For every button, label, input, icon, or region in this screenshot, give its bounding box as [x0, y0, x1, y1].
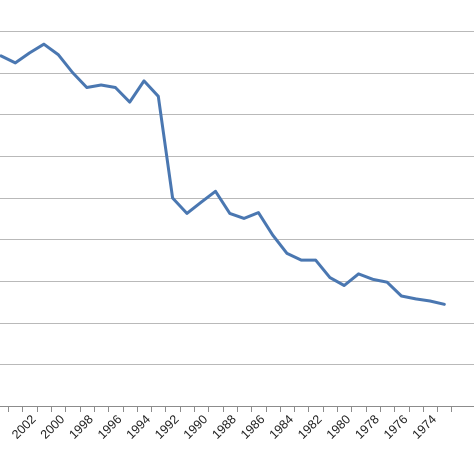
data-point — [357, 272, 360, 276]
x-tick-label: 1986 — [238, 412, 268, 442]
data-point — [200, 201, 203, 204]
data-point — [28, 51, 31, 55]
data-point — [114, 86, 117, 89]
data-point — [385, 281, 389, 284]
x-tick-label: 1990 — [181, 412, 211, 442]
data-point — [0, 54, 3, 58]
data-point — [185, 212, 189, 215]
x-tick-label: 2002 — [9, 412, 39, 442]
data-point — [443, 303, 446, 306]
x-axis-tick-labels: 2002 2000 1998 1996 1994 1992 1990 1988 1986 1984… — [9, 412, 439, 442]
data-point — [371, 278, 374, 281]
x-tick-label: 1996 — [95, 412, 125, 442]
data-point — [171, 196, 174, 200]
data-point — [343, 284, 346, 287]
x-tick-label: 1980 — [324, 412, 354, 442]
data-point — [414, 297, 417, 301]
x-tick-label: 1994 — [124, 412, 154, 442]
data-point — [314, 258, 317, 262]
x-tick-label: 1992 — [152, 412, 182, 442]
x-tick-label: 1978 — [352, 412, 382, 442]
data-point — [85, 86, 89, 89]
data-point — [214, 190, 217, 193]
x-tick-label: 1984 — [267, 412, 297, 442]
data-point — [228, 212, 231, 215]
data-point — [128, 100, 131, 104]
data-point — [428, 299, 432, 303]
x-tick-label: 1974 — [410, 412, 440, 442]
x-tick-label: 1988 — [209, 412, 239, 442]
data-point — [57, 53, 60, 56]
data-point — [257, 211, 260, 214]
data-point — [285, 252, 289, 255]
x-tick-label: 1976 — [381, 412, 411, 442]
x-tick-label: 1998 — [66, 412, 96, 442]
data-point — [300, 258, 303, 262]
x-tick-label: 1982 — [295, 412, 325, 442]
gridlines — [0, 31, 474, 365]
series-layer — [0, 42, 446, 306]
data-point — [242, 217, 246, 220]
data-point — [400, 294, 403, 298]
data-point — [328, 276, 332, 279]
data-point — [271, 233, 274, 237]
data-point — [14, 61, 17, 65]
data-point — [42, 43, 46, 46]
data-point — [142, 79, 146, 83]
x-axis-ticks — [8, 406, 452, 412]
data-point — [157, 95, 160, 98]
series-line — [0, 42, 446, 306]
data-point — [99, 83, 103, 87]
x-tick-label: 2000 — [38, 412, 68, 442]
data-point — [71, 71, 74, 74]
